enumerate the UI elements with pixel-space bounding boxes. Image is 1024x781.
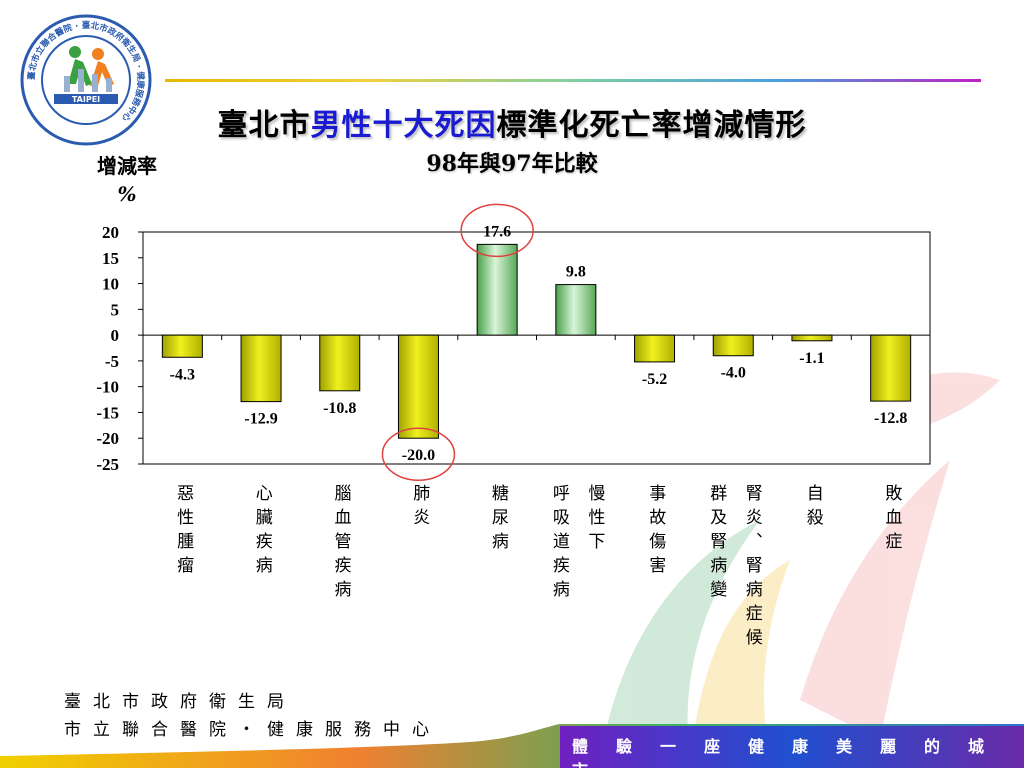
footer-band [560, 726, 1024, 768]
x-tick-label-column: 惡性腫瘤 [173, 484, 194, 580]
x-tick-label-6: 慢性下 呼吸道疾病 [546, 484, 606, 604]
bar-1 [161, 334, 203, 358]
x-tick-label-2: 心臟疾病 [231, 484, 291, 580]
header-rule [165, 79, 981, 82]
x-tick-label-7: 事故傷害 [625, 484, 685, 580]
bar-4 [397, 334, 439, 439]
highlight-circle-4 [381, 427, 456, 481]
x-tick-label-5: 糖尿病 [467, 484, 527, 556]
x-tick-label-column: 糖尿病 [487, 484, 508, 556]
x-tick-label-column: 肺炎 [409, 484, 430, 532]
bar-9 [791, 334, 833, 342]
y-tick-label: 0 [111, 326, 120, 345]
data-label-1: -4.3 [170, 366, 195, 383]
y-axis-label: 增減率 % [82, 152, 172, 208]
organization-line1: 臺北市政府衛生局 [64, 692, 296, 712]
y-axis-label-unit: % [117, 182, 137, 206]
title-prefix: 臺北市 [217, 108, 311, 143]
data-label-7: -5.2 [642, 371, 667, 388]
title-suffix: 標準化死亡率增減情形 [496, 108, 807, 143]
x-tick-label-3: 腦血管疾病 [310, 484, 370, 604]
x-tick-label-column: 心臟疾病 [251, 484, 272, 580]
y-tick-label: 10 [102, 275, 119, 294]
data-label-4: -20.0 [402, 447, 435, 464]
x-tick-label-9: 自殺 [782, 484, 842, 532]
y-tick-label: -5 [105, 352, 119, 371]
chart-title: 臺北市男性十大死因標準化死亡率增減情形 [0, 100, 1024, 144]
x-tick-label-column: 群及腎病變 [706, 484, 727, 604]
x-tick-label-column: 事故傷害 [645, 484, 666, 580]
data-label-8: -4.0 [721, 365, 746, 382]
bar-3 [319, 334, 361, 392]
x-tick-label-column: 呼吸道疾病 [548, 484, 569, 604]
x-tick-label-column: 自殺 [802, 484, 823, 532]
organization-line2: 市立聯合醫院・健康服務中心 [64, 720, 441, 740]
data-label-6: 9.8 [566, 264, 586, 281]
bar-10 [870, 334, 912, 402]
data-label-10: -12.8 [874, 410, 907, 427]
data-label-3: -10.8 [323, 400, 356, 417]
x-tick-label-4: 肺炎 [388, 484, 448, 532]
y-tick-label: 20 [102, 223, 119, 242]
y-tick-label: -15 [96, 403, 119, 422]
y-axis-label-line1: 增減率 [97, 154, 157, 178]
bar-5 [476, 243, 518, 336]
footer-slogan: 體驗一座健康美麗的城市 [572, 737, 1013, 780]
y-tick-label: 15 [102, 249, 119, 268]
data-label-2: -12.9 [244, 411, 277, 428]
x-tick-label-column: 腦血管疾病 [330, 484, 351, 604]
x-tick-label-column: 敗血症 [881, 484, 902, 556]
y-tick-label: 5 [111, 300, 120, 319]
y-tick-label: -10 [96, 378, 119, 397]
x-tick-label-10: 敗血症 [861, 484, 921, 556]
x-tick-label-column: 慢性下 [584, 484, 605, 556]
y-tick-label: -20 [96, 429, 119, 448]
data-label-9: -1.1 [799, 350, 824, 367]
title-highlight: 男性十大死因 [310, 108, 497, 143]
logo: 臺北市立聯合醫院 · 臺北市政府衛生局 · 健康服務中心 TAIPEI [20, 14, 152, 146]
bar-7 [634, 334, 676, 363]
logo-center-text: TAIPEI [72, 95, 100, 104]
highlight-circle-5 [460, 203, 534, 258]
y-tick-label: -25 [96, 455, 119, 474]
organization-name: 臺北市政府衛生局 市立聯合醫院・健康服務中心 [64, 688, 441, 744]
bar-8 [712, 334, 754, 357]
x-tick-label-column: 腎炎、腎病症候 [741, 484, 762, 652]
x-tick-label-8: 腎炎、腎病症候 群及腎病變 [703, 484, 763, 652]
bar-2 [240, 334, 282, 403]
chart-subtitle: 98年與97年比較 [426, 151, 598, 177]
data-label-5: 17.6 [483, 223, 511, 240]
x-tick-label-1: 惡性腫瘤 [152, 484, 212, 580]
bar-6 [555, 284, 597, 336]
plot-area [142, 231, 931, 465]
